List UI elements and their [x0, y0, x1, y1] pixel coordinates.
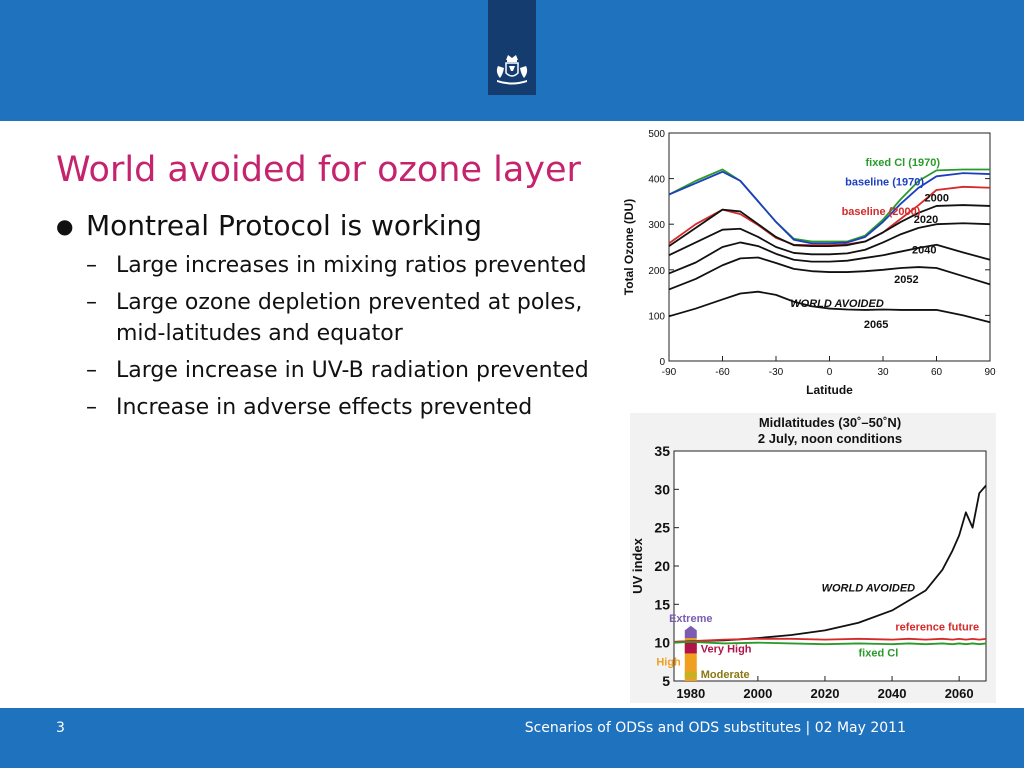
- header-bar: [0, 0, 1024, 121]
- series-label: 2020: [914, 214, 938, 226]
- bullet-text: Montreal Protocol is working: [86, 209, 483, 242]
- logo: [488, 0, 536, 95]
- series-label: 2040: [912, 244, 936, 256]
- series-line-reference-future: [673, 637, 987, 643]
- dash-marker: –: [86, 290, 97, 315]
- sub-bullet-text: Increase in adverse effects prevented: [116, 395, 533, 420]
- footer-text: Scenarios of ODSs and ODS substitutes | …: [524, 720, 906, 736]
- chart-subtitle: 2 July, noon conditions: [758, 431, 902, 446]
- series-label: baseline (2000): [842, 206, 921, 218]
- x-tick-label: 2060: [945, 686, 974, 701]
- y-tick-label: 5: [662, 673, 670, 689]
- dash-marker: –: [86, 358, 97, 383]
- y-tick-label: 15: [654, 596, 670, 612]
- y-tick-label: 200: [648, 266, 665, 277]
- uv-label-extreme: Extreme: [669, 613, 712, 625]
- y-tick-label: 35: [654, 443, 670, 459]
- x-tick-label: 2000: [743, 686, 772, 701]
- sub-bullet-text: Large increases in mixing ratios prevent…: [116, 253, 587, 278]
- y-tick-label: 500: [648, 129, 665, 140]
- uv-label-moderate: Moderate: [701, 669, 750, 681]
- x-tick-label: 90: [984, 367, 996, 378]
- ozone-chart: 0 100 200 300 400 500 -90 -60 -30 0 30 60 90 Latitude…: [622, 129, 996, 397]
- series-label: 2052: [894, 274, 918, 286]
- uv-label-high: High: [656, 657, 681, 669]
- sub-bullet-item: – Large increases in mixing ratios preve…: [56, 250, 616, 281]
- x-tick-label: -30: [769, 367, 784, 378]
- series-label: 2000: [924, 192, 948, 204]
- series-label: baseline (1970): [845, 176, 924, 188]
- y-tick-label: 0: [659, 357, 665, 368]
- dash-marker: –: [86, 395, 97, 420]
- bullet-item: ● Montreal Protocol is working: [56, 208, 616, 244]
- series-label: 2065: [864, 319, 888, 331]
- sub-bullet-item: – Increase in adverse effects prevented: [56, 392, 616, 423]
- y-tick-label: 100: [648, 311, 665, 322]
- x-axis-label: Latitude: [806, 383, 853, 397]
- uv-bar-very-high: [684, 640, 697, 654]
- chart-title: Midlatitudes (30˚–50˚N): [759, 415, 901, 430]
- x-tick-label: -60: [715, 367, 730, 378]
- uv-label-very-high: Very High: [701, 644, 752, 656]
- sub-bullet-item: – Large increase in UV-B radiation preve…: [56, 355, 616, 386]
- series-label: fixed Cl: [859, 647, 899, 659]
- series-label: WORLD AVOIDED: [822, 582, 916, 594]
- ozone-chart-panel: 0 100 200 300 400 500 -90 -60 -30 0 30 60 90 Latitude…: [617, 125, 1000, 405]
- series-line-fixed-cl: [673, 640, 987, 646]
- footer-bar: 3 Scenarios of ODSs and ODS substitutes …: [0, 708, 1024, 768]
- x-tick-label: 0: [827, 367, 833, 378]
- series-line-2000: [668, 204, 991, 247]
- series-label: fixed Cl (1970): [865, 157, 940, 169]
- uv-chart: Midlatitudes (30˚–50˚N)2 July, noon cond…: [630, 413, 996, 703]
- sub-bullet-text: Large increase in UV-B radiation prevent…: [116, 358, 589, 383]
- series-line-2020: [668, 222, 991, 257]
- x-tick-label: 60: [931, 367, 943, 378]
- uv-chart-panel: Midlatitudes (30˚–50˚N) 2 July, noon cond…: [630, 413, 996, 703]
- x-tick-label: 2020: [811, 686, 840, 701]
- y-axis-label: Total Ozone (DU): [622, 199, 636, 295]
- x-tick-label: 1980: [676, 686, 705, 701]
- x-tick-label: 2040: [878, 686, 907, 701]
- annotation-label: WORLD AVOIDED: [790, 298, 884, 310]
- bullet-list: ● Montreal Protocol is working – Large i…: [56, 208, 616, 429]
- y-tick-label: 400: [648, 175, 665, 186]
- coat-of-arms-icon: [496, 55, 528, 85]
- series-line-2040: [668, 241, 991, 275]
- x-tick-label: -90: [662, 367, 677, 378]
- series-line-2052: [668, 256, 991, 291]
- y-axis-label: UV index: [630, 537, 645, 593]
- y-tick-label: 20: [654, 558, 670, 574]
- uv-bar-moderate: [684, 671, 697, 678]
- sub-bullet-text: Large ozone depletion prevented at poles…: [116, 290, 583, 346]
- y-tick-label: 25: [654, 520, 670, 536]
- y-tick-label: 300: [648, 220, 665, 231]
- series-label: reference future: [895, 621, 979, 633]
- dash-marker: –: [86, 253, 97, 278]
- page-number: 3: [56, 720, 65, 736]
- series-line-baseline-2000: [668, 185, 991, 247]
- sub-bullet-item: – Large ozone depletion prevented at pol…: [56, 287, 616, 349]
- y-tick-label: 10: [654, 635, 670, 651]
- bullet-dot: ●: [56, 214, 74, 238]
- y-tick-label: 30: [654, 481, 670, 497]
- uv-arrow-extreme: [684, 625, 697, 639]
- x-tick-label: 30: [877, 367, 889, 378]
- series-line-baseline-1970: [668, 170, 991, 245]
- series-line-2065: [668, 290, 991, 324]
- slide-title: World avoided for ozone layer: [56, 150, 581, 190]
